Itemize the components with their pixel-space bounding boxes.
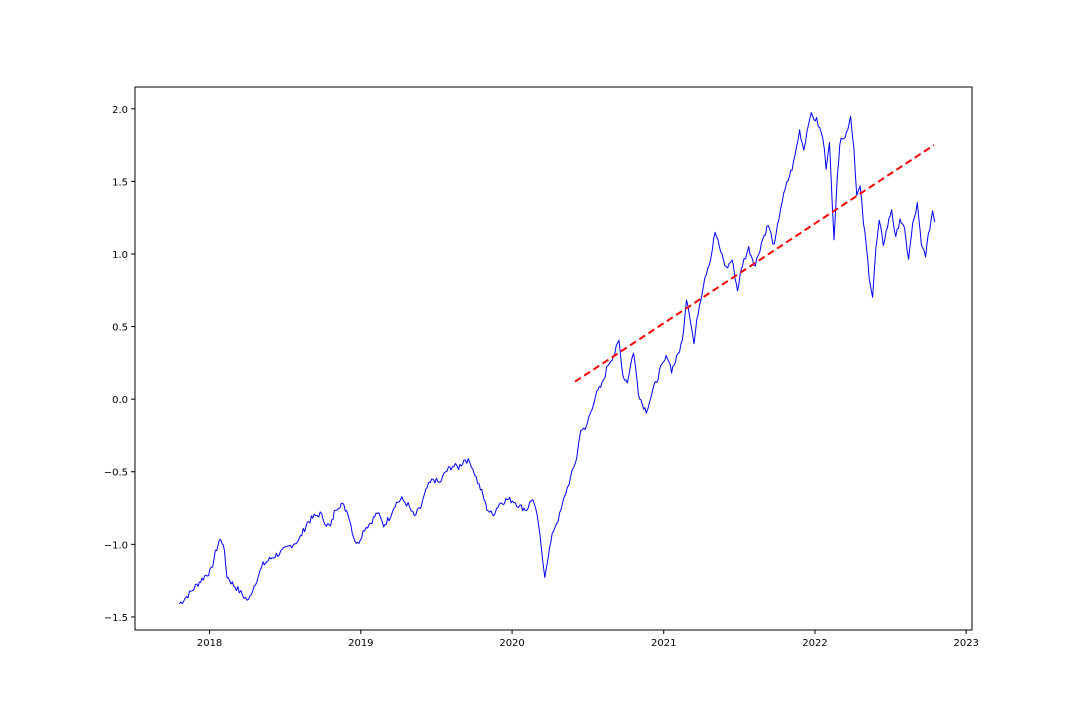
x-tick-label: 2019 [348, 638, 373, 649]
y-tick-label: 0.5 [112, 323, 128, 334]
trend-line [574, 144, 935, 383]
x-tick-label: 2020 [499, 638, 524, 649]
y-tick-label: 2.0 [112, 105, 128, 116]
y-tick-label: −1.5 [104, 613, 128, 624]
y-tick-label: 1.0 [112, 250, 128, 261]
axes-frame [134, 86, 973, 631]
x-tick-label: 2018 [197, 638, 222, 649]
x-tick-label: 2022 [802, 638, 827, 649]
x-tick-label: 2023 [953, 638, 978, 649]
x-tick-label: 2021 [651, 638, 676, 649]
y-tick-label: −0.5 [104, 468, 128, 479]
series-line [178, 112, 936, 605]
axes: 2018 2019 2020 2021 2022 2023 −1.5 −1.0 −0.5 0.0 0… [104, 86, 979, 649]
y-tick-label: 1.5 [112, 177, 128, 188]
y-tick-label: −1.0 [104, 540, 128, 551]
plot-area [178, 112, 936, 605]
y-tick-label: 0.0 [112, 395, 128, 406]
